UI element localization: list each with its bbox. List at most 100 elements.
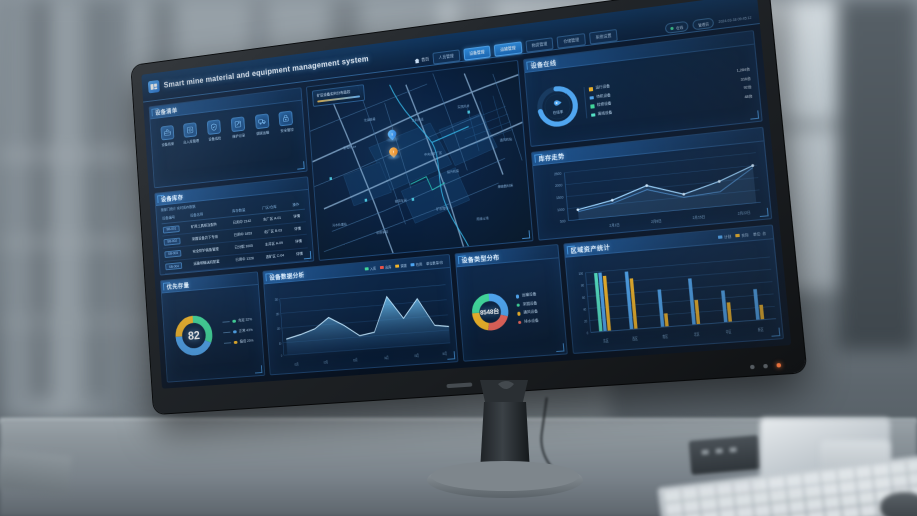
area-legend-item-1: 出库 xyxy=(379,264,392,270)
donut-legend-item-0: 充足 32% xyxy=(222,317,255,324)
pie-panel-title: 设备类型分布 xyxy=(461,254,500,265)
svg-text:40: 40 xyxy=(582,307,586,312)
svg-text:新区: 新区 xyxy=(757,326,763,333)
map-pin-alert[interactable]: ! xyxy=(386,145,402,161)
line-chart: 2500 2000 1500 1000 500 xyxy=(533,141,771,239)
svg-text:500: 500 xyxy=(560,219,566,224)
gauge-legend-label-3: 离线设备 xyxy=(597,110,613,116)
inventory-panel-title: 设备库存 xyxy=(160,195,184,204)
quick-item-2[interactable]: 设备巡检 xyxy=(203,119,226,143)
svg-text:西区: 西区 xyxy=(632,336,638,341)
row-3-id: SB-004 xyxy=(165,262,183,271)
map-pin-monitor[interactable]: i xyxy=(385,127,400,144)
pie-legend-label-3: 排水设备 xyxy=(523,318,539,324)
inbox-box-icon xyxy=(183,122,198,138)
donut-legend-item-1: 正常 43% xyxy=(223,328,256,335)
monitor-screen: Smart mine material and equipment manage… xyxy=(141,0,792,389)
bar-legend: 计划 实际 单位: 台 xyxy=(717,230,767,240)
inventory-panel: 设备库存 按部门统计 实时库存数据 设备编号 设备名称 库存数量 厂区/仓库 xyxy=(154,176,315,276)
monitor: Smart mine material and equipment manage… xyxy=(131,0,807,415)
pie-legend-item-1: 采掘设备 xyxy=(516,299,556,307)
nav-home[interactable]: 首页 xyxy=(414,56,429,64)
map-panel[interactable]: 矿区设备实时分布监控 i ! 北运输巷 主斜井道 xyxy=(305,59,534,261)
area-legend-note: 单位数量/台 xyxy=(425,260,444,266)
header-datetime: 2024-03-18 09:45:12 xyxy=(718,15,752,25)
svg-text:100: 100 xyxy=(277,326,281,331)
gauge-legend-value-3: 48台 xyxy=(744,93,753,100)
area-legend-label-1: 出库 xyxy=(384,264,392,270)
gauge-legend-value-0: 1,284台 xyxy=(736,67,751,74)
bar-legend-item-0: 计划 xyxy=(717,233,732,239)
pie-panel: 设备类型分布 xyxy=(454,244,568,362)
area-legend-label-0: 入库 xyxy=(369,266,377,271)
quick-panel: 设备清单 设备档案 xyxy=(148,87,308,189)
mine-map[interactable]: 矿区设备实时分布监控 i ! 北运输巷 主斜井道 xyxy=(306,60,533,260)
map-vector xyxy=(307,61,532,260)
dashboard-body: 设备清单 设备档案 xyxy=(143,24,791,389)
bar-chart: 100 80 60 40 20 0 xyxy=(565,239,783,353)
pie-legend-item-0: 运输设备 xyxy=(515,291,555,299)
bar-legend-note: 单位: 台 xyxy=(752,230,767,237)
quick-panel-title: 设备清单 xyxy=(155,108,178,117)
quick-item-3[interactable]: 维护记录 xyxy=(227,116,250,140)
gauge-legend-value-1: 316台 xyxy=(740,76,752,82)
desk-device xyxy=(688,435,762,475)
monitor-led-1 xyxy=(749,364,755,370)
bar-legend-label-0: 计划 xyxy=(723,234,732,239)
svg-text:06月: 06月 xyxy=(442,351,447,356)
svg-text:2月22日: 2月22日 xyxy=(738,211,751,217)
donut-legend-label-1: 正常 43% xyxy=(238,327,253,333)
mouse[interactable] xyxy=(880,492,917,516)
svg-text:60: 60 xyxy=(581,295,585,300)
quick-item-1-label: 出入库管理 xyxy=(183,138,200,145)
inventory-table: 设备编号 设备名称 库存数量 厂区/仓库 操作 SB-001 xyxy=(161,199,309,274)
quick-item-4[interactable]: 调拨运输 xyxy=(251,113,274,137)
user-badge[interactable]: 管理员 xyxy=(692,17,715,31)
svg-text:01月: 01月 xyxy=(294,362,298,367)
truck-icon xyxy=(254,113,270,130)
svg-text:2月1日: 2月1日 xyxy=(609,223,620,228)
online-gauge: 在线率 xyxy=(532,80,583,132)
svg-text:200: 200 xyxy=(275,297,279,302)
svg-text:100: 100 xyxy=(578,271,583,276)
row-3-name: 运输带输送机配套 xyxy=(192,254,236,271)
svg-text:03月: 03月 xyxy=(353,358,358,363)
desk-object-left xyxy=(0,448,72,496)
stock-donut-chart: 82 xyxy=(170,309,217,360)
quick-item-3-label: 维护记录 xyxy=(232,133,246,139)
online-label: 在线 xyxy=(675,24,684,30)
row-1-id: SB-002 xyxy=(163,237,181,246)
donut-panel-title: 优先存量 xyxy=(166,282,190,291)
monitor-indicator-lights xyxy=(749,362,782,370)
gauge-center-label: 在线率 xyxy=(552,109,564,116)
monitor-power-led xyxy=(776,362,782,368)
quick-item-2-label: 设备巡检 xyxy=(208,136,222,142)
svg-text:150: 150 xyxy=(276,312,280,317)
row-3-action[interactable]: 详情 xyxy=(294,247,309,262)
quick-item-0[interactable]: 设备档案 xyxy=(156,125,178,149)
pie-legend: 运输设备 采掘设备 通风设备 排水设备 xyxy=(510,291,557,326)
svg-text:02月: 02月 xyxy=(324,360,329,365)
quick-item-5[interactable]: 安全管控 xyxy=(275,110,298,135)
line-panel: 库存走势 xyxy=(530,126,773,241)
pie-legend-item-2: 通风设备 xyxy=(516,308,557,316)
row-0-id: SB-001 xyxy=(162,224,181,234)
svg-text:20: 20 xyxy=(583,319,587,324)
gauge-legend-label-1: 待机设备 xyxy=(596,92,611,99)
monitor-stand xyxy=(427,380,583,498)
row-2-id: SB-003 xyxy=(164,249,182,259)
pie-legend-item-3: 排水设备 xyxy=(517,317,557,325)
pie-center-value: 8548台 xyxy=(479,309,500,317)
svg-text:0: 0 xyxy=(281,353,283,358)
quick-item-1[interactable]: 出入库管理 xyxy=(179,122,202,146)
donut-panel: 优先存量 xyxy=(160,271,266,383)
gauge-legend-label-0: 运行设备 xyxy=(595,84,611,90)
svg-text:中区: 中区 xyxy=(725,328,731,335)
svg-text:1500: 1500 xyxy=(556,195,564,200)
donut-panel-body: 82 充足 32% xyxy=(162,285,264,382)
area-legend-label-2: 调拨 xyxy=(400,263,407,268)
quick-item-0-label: 设备档案 xyxy=(161,141,175,148)
svg-text:04月: 04月 xyxy=(384,355,389,360)
donut-center-value: 82 xyxy=(187,327,201,343)
